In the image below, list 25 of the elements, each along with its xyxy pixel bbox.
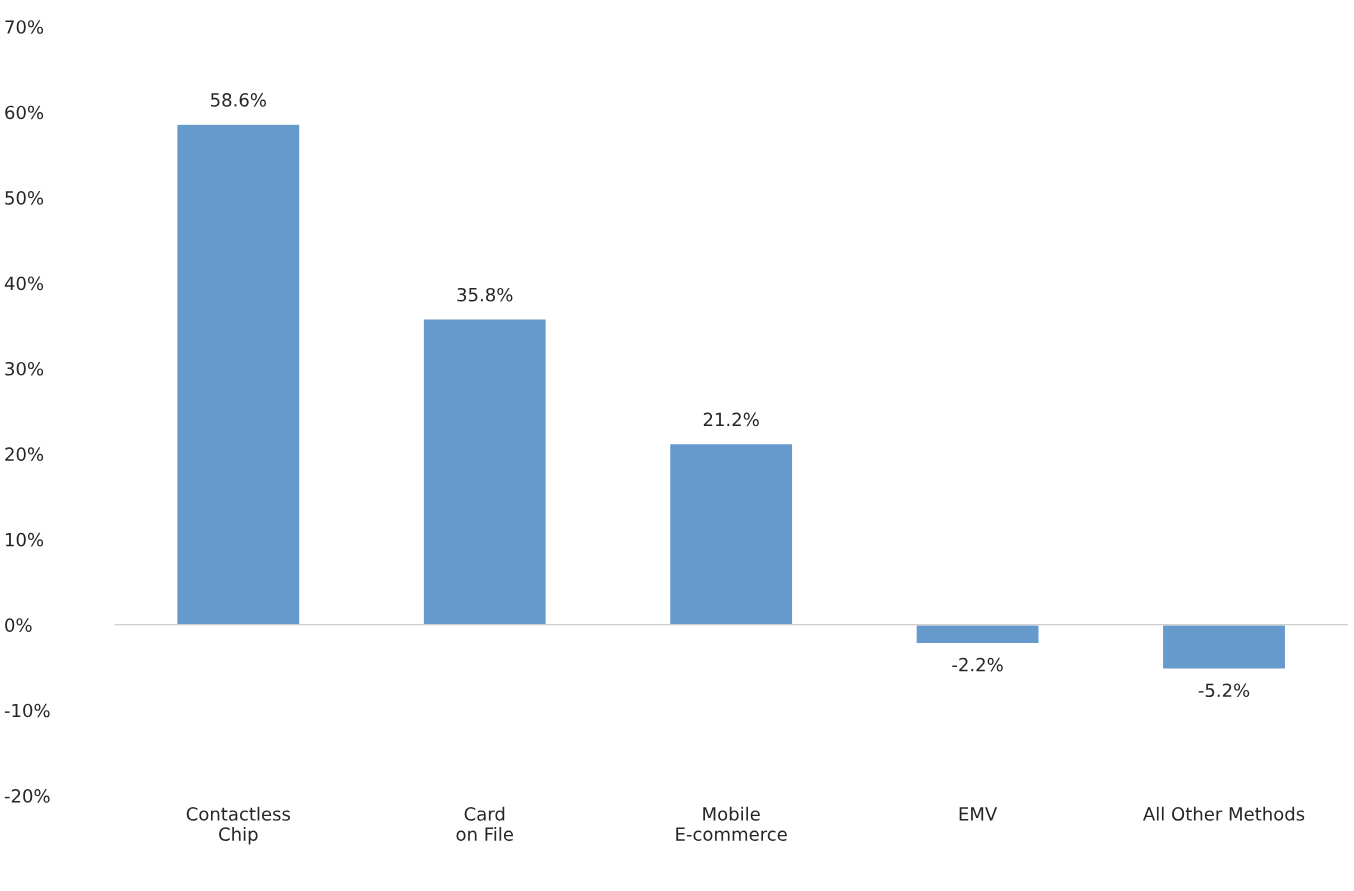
y-tick-label: 20% (5, 447, 44, 462)
bar (668, 442, 794, 626)
x-tick-label: Mobile E-commerce (676, 806, 787, 841)
y-tick-label: 50% (5, 191, 44, 205)
y-tick-label: 70% (5, 20, 44, 34)
x-tick-label: Card on File (456, 806, 513, 841)
data-label: -5.2% (1198, 683, 1250, 698)
bar (422, 318, 548, 626)
bar (915, 624, 1040, 645)
y-tick-label: 40% (4, 276, 44, 291)
y-tick-label: 10% (5, 532, 44, 547)
bar (176, 123, 301, 626)
x-tick-label: All Other Methods (1143, 806, 1305, 821)
y-tick-label: -20% (4, 789, 50, 803)
data-label: 35.8% (457, 287, 513, 302)
data-label: -2.2% (952, 657, 1003, 672)
y-tick-label: 0% (5, 618, 32, 632)
data-label: 21.2% (703, 412, 759, 427)
x-tick-label: Contactless Chip (186, 806, 291, 845)
y-tick-label: 60% (5, 105, 44, 120)
data-label: 58.6% (211, 93, 266, 107)
x-tick-label: EMV (959, 807, 998, 821)
bar (1161, 624, 1287, 670)
y-tick-label: 30% (5, 361, 44, 376)
y-tick-label: -10% (4, 703, 50, 718)
